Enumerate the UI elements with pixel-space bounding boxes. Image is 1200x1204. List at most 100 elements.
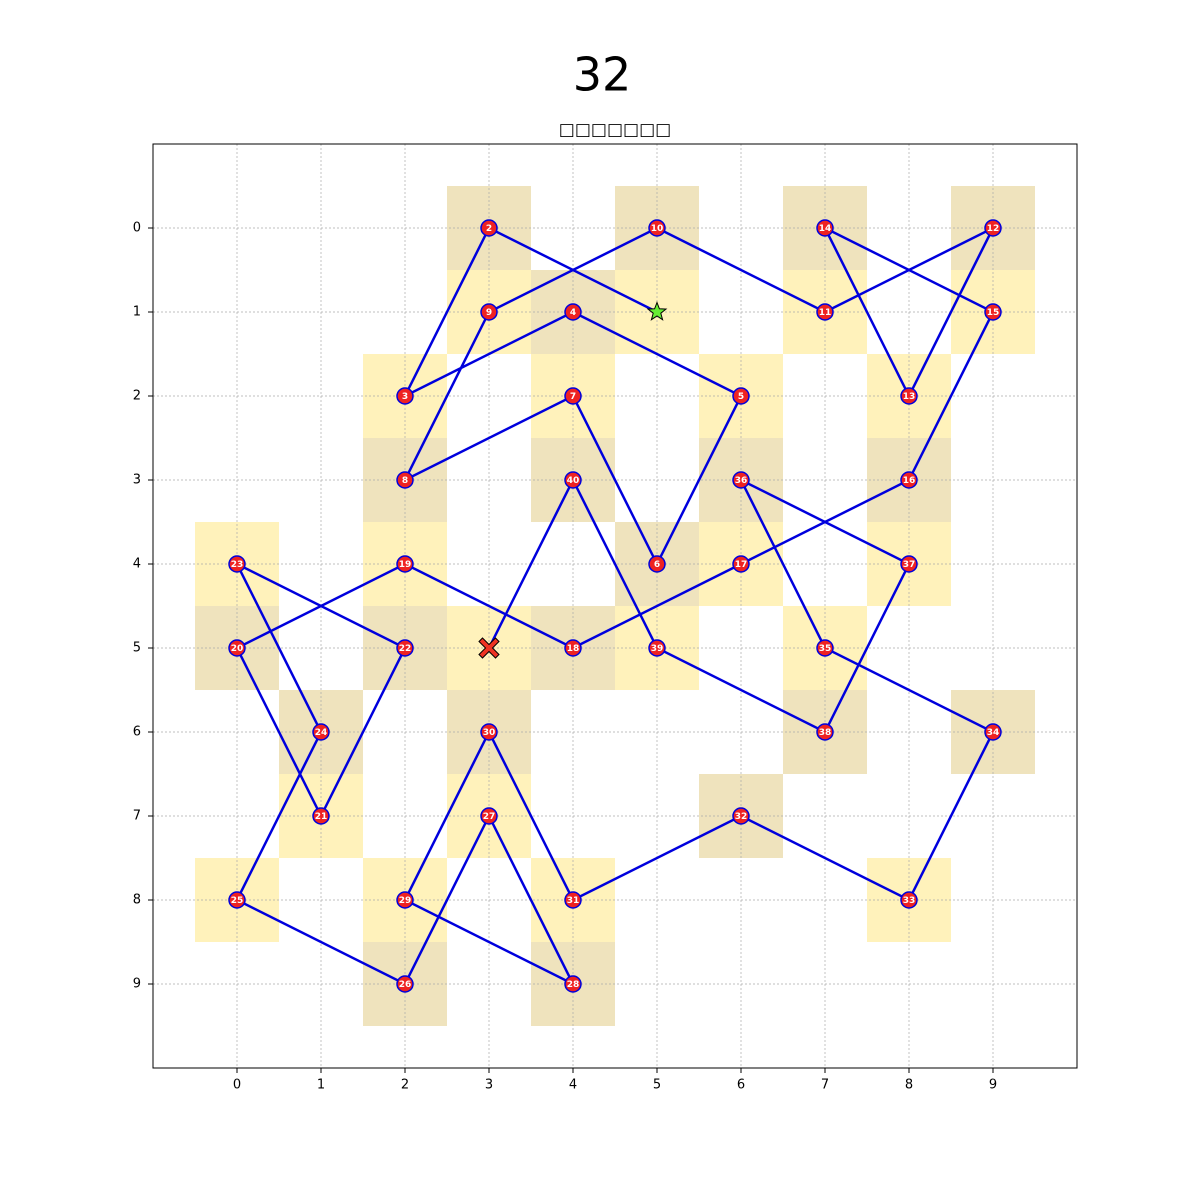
node-label: 35 — [819, 644, 832, 654]
start-marker — [646, 301, 668, 321]
node-label: 10 — [651, 224, 664, 234]
tour-node — [480, 303, 498, 321]
node-label: 5 — [738, 392, 744, 402]
tour-node — [396, 639, 414, 657]
node-label: 36 — [735, 476, 748, 486]
tour-node — [564, 891, 582, 909]
tour-node — [984, 219, 1002, 237]
node-label: 17 — [735, 560, 748, 570]
node-label: 21 — [315, 812, 328, 822]
tour-node — [312, 723, 330, 741]
x-tick-label: 1 — [317, 1078, 325, 1093]
tour-node — [396, 555, 414, 573]
tour-node — [816, 723, 834, 741]
tour-node — [648, 219, 666, 237]
tour-node — [732, 471, 750, 489]
node-label: 6 — [654, 560, 660, 570]
y-tick-label: 0 — [133, 221, 141, 236]
node-label: 27 — [483, 812, 496, 822]
y-tick-label: 3 — [133, 473, 141, 488]
node-label: 19 — [399, 560, 412, 570]
x-tick-label: 0 — [233, 1078, 241, 1093]
node-label: 20 — [231, 644, 244, 654]
node-label: 26 — [399, 980, 412, 990]
tour-node — [312, 807, 330, 825]
x-tick-label: 3 — [485, 1078, 493, 1093]
x-tick-label: 9 — [989, 1078, 997, 1093]
tour-node — [900, 387, 918, 405]
x-tick-label: 8 — [905, 1078, 913, 1093]
node-label: 23 — [231, 560, 244, 570]
y-tick-label: 4 — [133, 557, 141, 572]
y-tick-label: 5 — [133, 641, 141, 656]
node-label: 15 — [987, 308, 1000, 318]
tour-node — [480, 723, 498, 741]
x-tick-label: 7 — [821, 1078, 829, 1093]
node-label: 3 — [402, 392, 408, 402]
tour-node — [816, 219, 834, 237]
node-label: 16 — [903, 476, 916, 486]
node-label: 29 — [399, 896, 412, 906]
node-label: 2 — [486, 224, 492, 234]
node-label: 25 — [231, 896, 244, 906]
y-tick-label: 7 — [133, 809, 141, 824]
node-label: 37 — [903, 560, 916, 570]
node-label: 24 — [315, 728, 328, 738]
y-tick-label: 8 — [133, 893, 141, 908]
node-label: 13 — [903, 392, 916, 402]
tour-node — [564, 303, 582, 321]
node-label: 30 — [483, 728, 496, 738]
node-label: 28 — [567, 980, 580, 990]
node-label: 9 — [486, 308, 492, 318]
tour-node — [648, 639, 666, 657]
y-tick-label: 9 — [133, 977, 141, 992]
tour-node — [480, 807, 498, 825]
node-label: 7 — [570, 392, 576, 402]
y-tick-label: 6 — [133, 725, 141, 740]
node-label: 34 — [987, 728, 1000, 738]
tour-node — [564, 387, 582, 405]
node-label: 11 — [819, 308, 832, 318]
x-tick-label: 2 — [401, 1078, 409, 1093]
tour-node — [396, 975, 414, 993]
x-tick-label: 4 — [569, 1078, 577, 1093]
y-tick-label: 1 — [133, 305, 141, 320]
tour-node — [900, 555, 918, 573]
tour-node — [816, 639, 834, 657]
tour-node — [648, 555, 666, 573]
node-label: 39 — [651, 644, 664, 654]
node-label: 33 — [903, 896, 916, 906]
tour-node — [900, 891, 918, 909]
tour-node — [480, 219, 498, 237]
node-label: 12 — [987, 224, 1000, 234]
node-label: 31 — [567, 896, 580, 906]
node-label: 4 — [570, 308, 576, 318]
end-marker — [478, 637, 500, 659]
node-label: 8 — [402, 476, 408, 486]
x-tick-label: 6 — [737, 1078, 745, 1093]
node-label: 14 — [819, 224, 832, 234]
tour-node — [732, 387, 750, 405]
tour-node — [396, 471, 414, 489]
x-tick-label: 5 — [653, 1078, 661, 1093]
title: 32 — [573, 48, 632, 102]
tour-node — [732, 555, 750, 573]
tour-node — [900, 471, 918, 489]
node-label: 32 — [735, 812, 748, 822]
tour-node — [228, 555, 246, 573]
tour-node — [564, 639, 582, 657]
y-tick-label: 2 — [133, 389, 141, 404]
node-label: 18 — [567, 644, 580, 654]
tour-node — [396, 387, 414, 405]
tour-node — [984, 723, 1002, 741]
tour-node — [816, 303, 834, 321]
tour-node — [564, 471, 582, 489]
tour-node — [732, 807, 750, 825]
node-label: 22 — [399, 644, 412, 654]
tour-node — [396, 891, 414, 909]
node-label: 38 — [819, 728, 832, 738]
tour-node — [228, 891, 246, 909]
node-label: 40 — [567, 476, 580, 486]
